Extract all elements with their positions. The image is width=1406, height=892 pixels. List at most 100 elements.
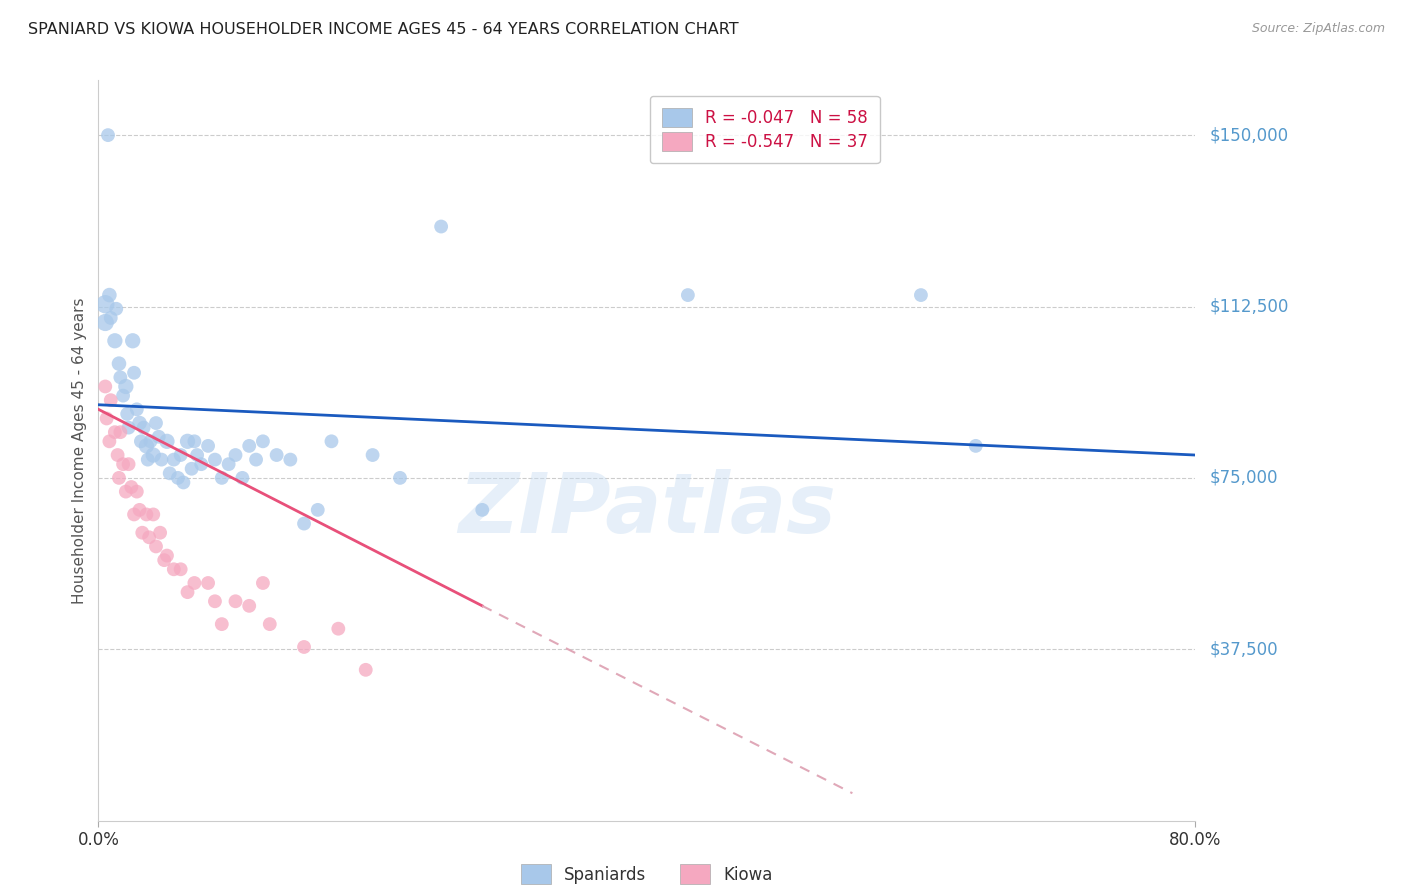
Point: [170, 562, 193, 576]
Point: [145, 416, 167, 430]
Point: [292, 516, 315, 531]
Point: [211, 617, 233, 632]
Point: [115, 379, 138, 393]
Point: [204, 452, 226, 467]
Point: [120, 480, 142, 494]
Point: [145, 540, 167, 554]
Point: [388, 471, 412, 485]
Point: [117, 420, 139, 434]
Point: [163, 452, 186, 467]
Legend: Spaniards, Kiowa: Spaniards, Kiowa: [510, 855, 783, 892]
Point: [190, 457, 212, 471]
Point: [183, 576, 205, 591]
Text: $150,000: $150,000: [1209, 126, 1288, 145]
Text: SPANIARD VS KIOWA HOUSEHOLDER INCOME AGES 45 - 64 YEARS CORRELATION CHART: SPANIARD VS KIOWA HOUSEHOLDER INCOME AGE…: [28, 22, 738, 37]
Point: [307, 503, 329, 517]
Point: [97, 128, 120, 142]
Point: [252, 434, 274, 449]
Point: [104, 425, 127, 440]
Point: [231, 471, 253, 485]
Point: [135, 508, 157, 522]
Point: [197, 576, 219, 591]
Text: $112,500: $112,500: [1209, 298, 1288, 316]
Point: [139, 434, 162, 449]
Point: [676, 288, 699, 302]
Point: [128, 416, 150, 430]
Point: [125, 402, 148, 417]
Point: [135, 439, 157, 453]
Point: [183, 434, 205, 449]
Point: [94, 316, 117, 330]
Point: [104, 334, 127, 348]
Point: [150, 452, 173, 467]
Point: [149, 525, 172, 540]
Point: [167, 471, 190, 485]
Point: [361, 448, 384, 462]
Text: ZIPatlas: ZIPatlas: [458, 469, 835, 550]
Point: [129, 434, 152, 449]
Point: [98, 288, 121, 302]
Point: [125, 484, 148, 499]
Point: [94, 379, 117, 393]
Point: [328, 622, 350, 636]
Point: [204, 594, 226, 608]
Point: [180, 461, 202, 475]
Y-axis label: Householder Income Ages 45 - 64 years: Householder Income Ages 45 - 64 years: [72, 297, 87, 604]
Point: [245, 452, 267, 467]
Point: [186, 448, 208, 462]
Point: [259, 617, 281, 632]
Point: [163, 562, 186, 576]
Point: [156, 549, 179, 563]
Point: [122, 366, 145, 380]
Point: [430, 219, 453, 234]
Point: [225, 594, 247, 608]
Point: [292, 640, 315, 654]
Point: [266, 448, 288, 462]
Point: [172, 475, 194, 490]
Point: [117, 457, 139, 471]
Point: [142, 508, 165, 522]
Point: [108, 357, 131, 371]
Point: [170, 448, 193, 462]
Point: [122, 508, 145, 522]
Point: [100, 310, 122, 325]
Point: [94, 297, 117, 311]
Point: [238, 439, 260, 453]
Point: [225, 448, 247, 462]
Point: [218, 457, 240, 471]
Point: [128, 503, 150, 517]
Point: [354, 663, 377, 677]
Point: [112, 389, 135, 403]
Point: [321, 434, 343, 449]
Point: [238, 599, 260, 613]
Point: [910, 288, 932, 302]
Point: [108, 471, 131, 485]
Point: [110, 370, 132, 384]
Point: [115, 484, 138, 499]
Point: [132, 420, 155, 434]
Point: [107, 448, 129, 462]
Point: [252, 576, 274, 591]
Text: $75,000: $75,000: [1209, 469, 1278, 487]
Point: [148, 430, 170, 444]
Point: [197, 439, 219, 453]
Point: [96, 411, 118, 425]
Point: [98, 434, 121, 449]
Point: [138, 530, 160, 544]
Point: [965, 439, 987, 453]
Point: [115, 407, 138, 421]
Point: [121, 334, 143, 348]
Point: [280, 452, 302, 467]
Point: [105, 301, 128, 316]
Point: [136, 452, 159, 467]
Point: [153, 553, 176, 567]
Point: [100, 393, 122, 408]
Point: [471, 503, 494, 517]
Point: [159, 467, 181, 481]
Point: [211, 471, 233, 485]
Text: Source: ZipAtlas.com: Source: ZipAtlas.com: [1251, 22, 1385, 36]
Point: [142, 448, 165, 462]
Point: [176, 585, 198, 599]
Point: [112, 457, 135, 471]
Point: [110, 425, 132, 440]
